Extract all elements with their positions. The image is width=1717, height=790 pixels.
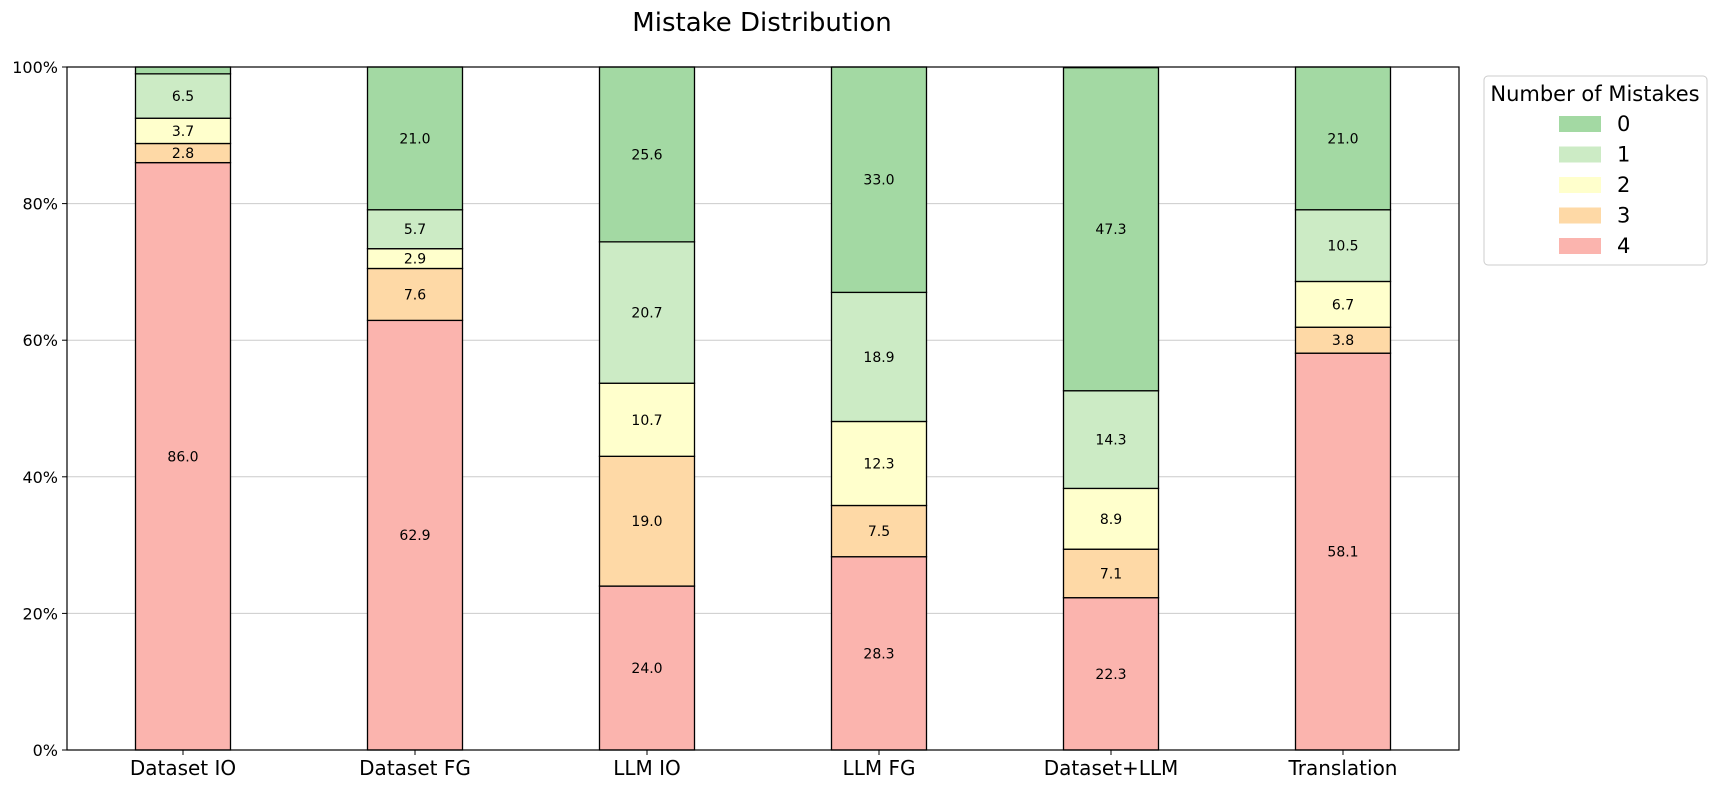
x-tick-label: Translation <box>1288 756 1398 780</box>
data-label: 5.7 <box>404 222 426 238</box>
x-tick-label: LLM FG <box>843 756 916 780</box>
bar-segment <box>134 66 232 75</box>
x-tick-label: Dataset IO <box>130 756 236 780</box>
data-label: 8.9 <box>1100 512 1122 528</box>
bar-segment <box>134 161 232 751</box>
bar-segment <box>830 291 928 423</box>
data-label: 2.9 <box>404 252 426 268</box>
data-label: 62.9 <box>399 528 430 544</box>
plot-frame <box>66 66 1460 751</box>
y-tick-label: 0% <box>33 741 58 760</box>
data-label: 86.0 <box>167 449 198 465</box>
data-label: 20.7 <box>631 306 662 322</box>
bar-segment <box>598 241 696 384</box>
bar-segment <box>1062 67 1160 392</box>
bar-segment <box>366 209 464 250</box>
bar-segment <box>366 319 464 751</box>
data-label: 2.8 <box>172 146 194 162</box>
data-label: 22.3 <box>1095 667 1126 683</box>
legend-box <box>1483 75 1708 266</box>
y-tick-label: 20% <box>22 604 58 623</box>
bars <box>134 66 1392 751</box>
legend-label: 3 <box>1617 204 1630 228</box>
legend: Number of Mistakes 0 1 2 3 4 <box>1483 75 1708 266</box>
legend-label: 1 <box>1617 143 1630 167</box>
data-label: 24.0 <box>631 661 662 677</box>
y-axis: 0% 20% 40% 60% 80% 100% <box>12 58 67 760</box>
data-label: 6.7 <box>1332 297 1354 313</box>
y-tick-label: 100% <box>12 58 58 77</box>
bar-segment <box>598 66 696 243</box>
legend-swatch <box>1559 146 1601 163</box>
data-label: 3.8 <box>1332 333 1354 349</box>
gridlines <box>67 203 1459 614</box>
data-label: 7.1 <box>1100 566 1122 582</box>
data-label: 14.3 <box>1095 433 1126 449</box>
data-label: 28.3 <box>863 646 894 662</box>
data-label: 12.3 <box>863 456 894 472</box>
legend-swatch <box>1559 207 1601 224</box>
x-tick-label: Dataset FG <box>359 756 471 780</box>
data-label: 33.0 <box>863 173 894 189</box>
bar-segment <box>1294 209 1392 283</box>
data-label: 19.0 <box>631 514 662 530</box>
data-labels: 86.0 2.8 3.7 6.5 62.9 7.6 2.9 5.7 21.0 24.0 19.0 10… <box>167 89 1358 683</box>
legend-swatch <box>1559 177 1601 193</box>
bar-segment <box>366 267 464 322</box>
data-label: 10.7 <box>631 413 662 429</box>
chart-title: Mistake Distribution <box>632 8 891 38</box>
data-label: 21.0 <box>1327 131 1358 147</box>
data-label: 6.5 <box>172 89 194 105</box>
x-tick-label: LLM IO <box>613 756 681 780</box>
legend-label: 0 <box>1617 112 1630 136</box>
y-tick-label: 80% <box>22 195 58 214</box>
bar-segment <box>1062 390 1160 490</box>
legend-entries: 0 1 2 3 4 <box>1559 112 1630 258</box>
data-label: 3.7 <box>172 124 194 140</box>
legend-swatch <box>1559 116 1601 132</box>
data-label: 18.9 <box>863 350 894 366</box>
bar-segment <box>1062 487 1160 550</box>
bar-segment <box>598 382 696 457</box>
bar-segment <box>1294 66 1392 211</box>
y-tick-label: 60% <box>22 331 58 350</box>
legend-label: 2 <box>1617 173 1630 197</box>
bar-segment <box>366 66 464 211</box>
bar-segment <box>830 66 928 294</box>
bar-segment <box>598 585 696 751</box>
y-tick-label: 40% <box>22 468 58 487</box>
bar-segment <box>1294 280 1392 328</box>
data-label: 7.6 <box>404 287 426 303</box>
bar-segment <box>598 455 696 587</box>
bar-segment <box>830 556 928 751</box>
bar-segment <box>134 73 232 119</box>
data-label: 25.6 <box>631 147 662 163</box>
bar-segment <box>134 117 232 145</box>
x-axis: Dataset IO Dataset FG LLM IO LLM FG Dataset+… <box>130 750 1398 780</box>
x-tick-label: Dataset+LLM <box>1044 756 1179 780</box>
data-label: 10.5 <box>1327 239 1358 255</box>
data-label: 21.0 <box>399 131 430 147</box>
data-label: 58.1 <box>1327 545 1358 561</box>
legend-swatch <box>1559 238 1601 254</box>
legend-title: Number of Mistakes <box>1490 82 1699 106</box>
legend-label: 4 <box>1617 234 1630 258</box>
data-label: 7.5 <box>868 524 890 540</box>
data-label: 47.3 <box>1095 222 1126 238</box>
